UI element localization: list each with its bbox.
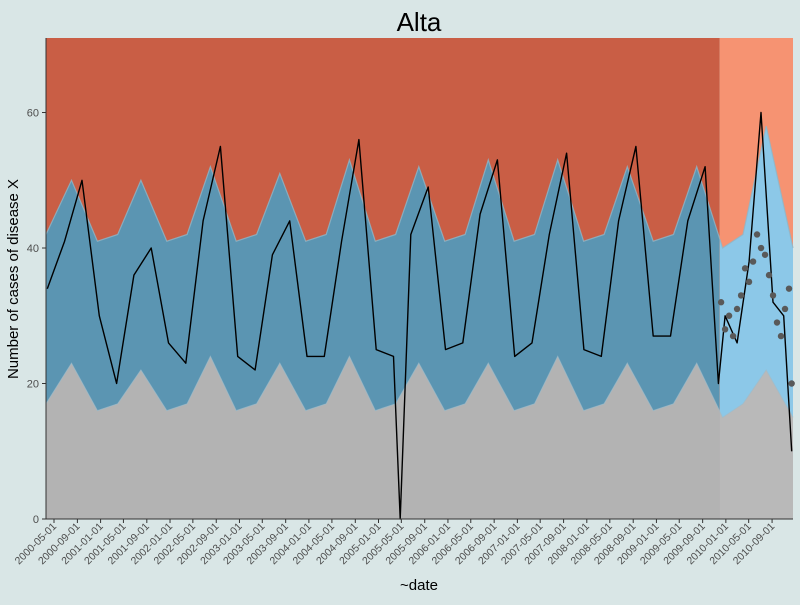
- prediction-point: [761, 251, 769, 258]
- prediction-point: [717, 299, 725, 306]
- prediction-point: [725, 312, 733, 319]
- prediction-point: [788, 380, 795, 387]
- prediction-point: [733, 305, 741, 313]
- plot-area: [45, 38, 795, 520]
- prediction-point: [745, 278, 753, 286]
- lower-threshold-edge-historical: [45, 355, 721, 412]
- lower-threshold-edge-prediction: [719, 369, 794, 419]
- upper-threshold-edge-historical: [45, 157, 721, 242]
- prediction-point: [737, 292, 745, 299]
- prediction-point: [769, 292, 777, 299]
- upper-threshold-edge-prediction: [719, 125, 794, 249]
- y-tick-label: 40: [27, 243, 39, 255]
- y-tick-label: 60: [27, 108, 39, 120]
- low-zone-historical: [46, 356, 720, 519]
- prediction-point: [729, 332, 737, 340]
- prediction-point: [773, 319, 781, 326]
- prediction-point: [749, 258, 757, 265]
- x-axis-label: ~date: [400, 577, 438, 594]
- y-axis-label: Number of cases of disease X: [5, 179, 22, 379]
- prediction-point: [765, 271, 773, 279]
- prediction-point: [781, 305, 789, 313]
- chart-title: Alta: [397, 7, 442, 37]
- y-tick-label: 0: [33, 514, 39, 526]
- y-axis: 0 20 40 60: [27, 38, 47, 526]
- prediction-point: [753, 231, 761, 238]
- observed-cases-line: [46, 111, 793, 520]
- prediction-point: [721, 326, 729, 333]
- prediction-point: [757, 244, 765, 252]
- x-axis: 2000-05-012000-09-012001-01-012001-05-01…: [13, 518, 793, 567]
- prediction-point: [777, 332, 785, 340]
- y-tick-label: 20: [27, 379, 39, 391]
- prediction-point: [741, 265, 749, 272]
- prediction-point: [785, 285, 793, 292]
